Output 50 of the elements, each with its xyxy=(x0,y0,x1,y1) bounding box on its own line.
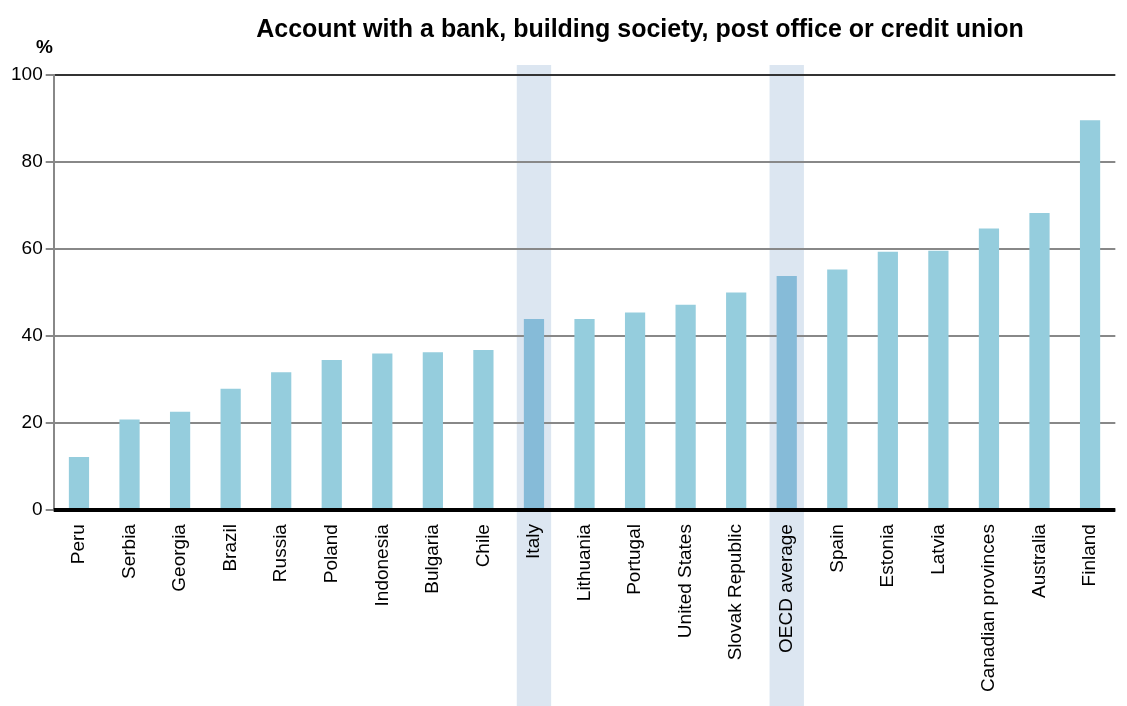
bar xyxy=(523,319,545,510)
x-tick-label: Australia xyxy=(1027,523,1049,598)
x-tick-label: Lithuania xyxy=(572,523,594,602)
x-tick-label: Georgia xyxy=(168,523,190,592)
bar xyxy=(776,276,797,510)
x-tick-label: Brazil xyxy=(218,524,240,572)
x-tick-label: Finland xyxy=(1078,524,1100,587)
x-tick-label: Poland xyxy=(319,524,341,584)
bar xyxy=(372,353,393,510)
bar xyxy=(68,456,90,510)
bar xyxy=(169,411,191,510)
y-tick-label: 100 xyxy=(11,63,43,85)
bar xyxy=(928,250,949,510)
bar xyxy=(220,388,241,510)
x-tick-label: Serbia xyxy=(117,523,139,579)
bar xyxy=(726,292,747,510)
bar xyxy=(574,319,595,510)
x-tick-label: Italy xyxy=(522,523,544,559)
x-tick-label: Bulgaria xyxy=(421,523,443,594)
y-tick-label: 40 xyxy=(21,324,43,346)
y-tick-label: 20 xyxy=(21,411,43,433)
bar xyxy=(321,359,342,510)
x-tick-label: Chile xyxy=(471,524,493,568)
y-tick-label: 80 xyxy=(21,150,43,172)
x-tick-label: Russia xyxy=(269,523,291,583)
x-tick-label: Latvia xyxy=(926,523,948,575)
x-tick-label: Estonia xyxy=(876,523,898,588)
x-tick-label: United States xyxy=(673,524,695,639)
bar xyxy=(119,419,140,510)
bar xyxy=(1079,120,1101,510)
x-tick-label: Slovak Republic xyxy=(724,524,746,661)
bar xyxy=(473,349,494,510)
bar xyxy=(675,304,696,510)
y-tick-label: 0 xyxy=(32,498,43,520)
x-tick-label: Peru xyxy=(67,524,89,565)
bar xyxy=(624,312,646,510)
x-tick-label: Indonesia xyxy=(370,523,392,607)
bar xyxy=(978,228,1000,510)
bar xyxy=(877,251,898,510)
y-axis-title: % xyxy=(36,36,53,58)
chart-title: Account with a bank, building society, post office or credit union xyxy=(255,14,1025,43)
x-tick-label: Spain xyxy=(825,524,847,573)
x-tick-label: Canadian provinces xyxy=(977,524,999,693)
bar xyxy=(827,269,848,510)
x-tick-label: Portugal xyxy=(623,524,645,595)
bar xyxy=(1029,212,1050,510)
x-tick-label: OECD average xyxy=(774,524,796,653)
bar xyxy=(422,352,443,510)
bar xyxy=(271,372,292,510)
y-tick-label: 60 xyxy=(21,237,43,259)
